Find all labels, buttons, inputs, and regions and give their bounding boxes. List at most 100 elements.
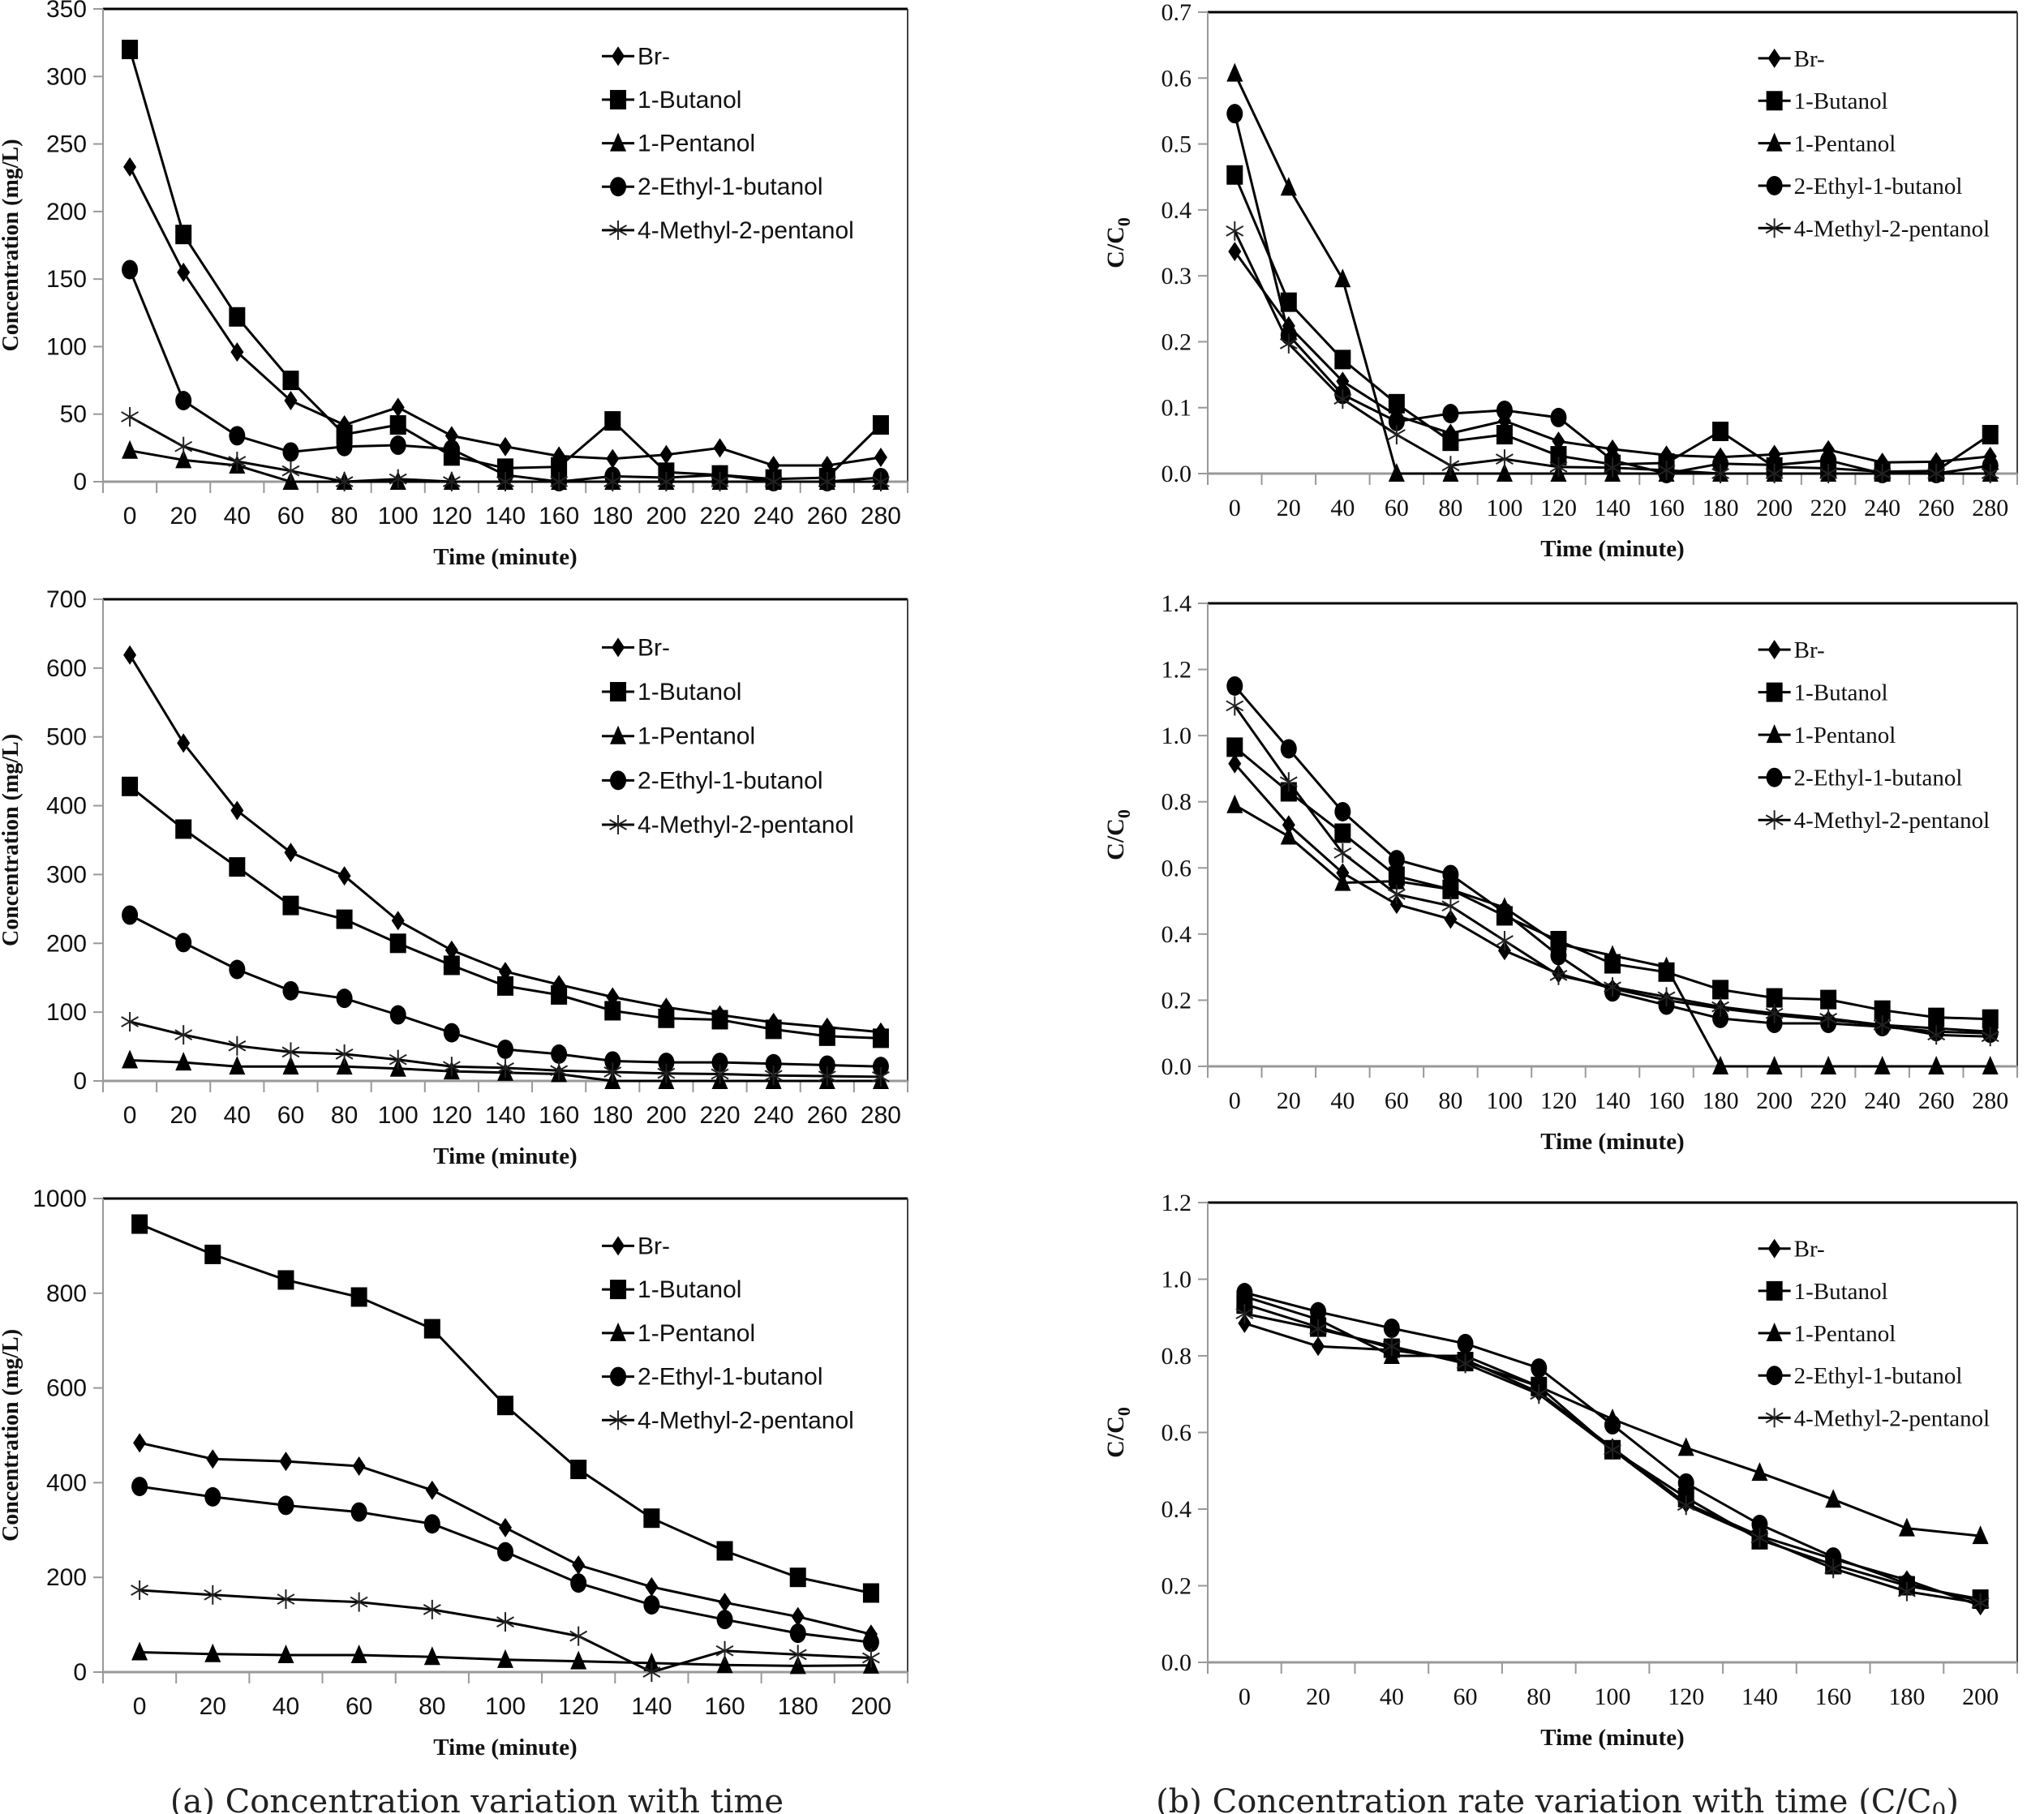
legend-marker	[610, 725, 627, 744]
data-point	[818, 472, 836, 491]
legend-item-br: Br-	[602, 43, 670, 70]
data-point	[789, 1567, 806, 1588]
y-tick-label: 1.0	[1162, 1267, 1192, 1293]
x-axis-label: Time (minute)	[1540, 1129, 1684, 1155]
data-point	[1897, 1581, 1916, 1602]
legend: Br- 1-Butanol 1-Pentanol 2-Ethyl-1-butanol 4…	[1758, 1237, 1990, 1431]
data-point	[282, 371, 299, 391]
y-tick-label: 250	[46, 131, 87, 158]
legend-item-4-methyl-2-pentanol: 4-Methyl-2-pentanol	[602, 812, 854, 838]
x-tick-label: 140	[1595, 495, 1631, 521]
data-point	[765, 1019, 782, 1040]
data-point	[1334, 823, 1351, 843]
data-point	[1820, 1056, 1837, 1074]
legend-label: 1-Pentanol	[1794, 131, 1896, 157]
legend-marker	[1766, 682, 1783, 702]
x-tick-label: 120	[558, 1693, 599, 1720]
legend-marker	[1766, 91, 1783, 111]
x-tick-label: 60	[1454, 1683, 1478, 1710]
data-point	[862, 1632, 879, 1653]
series-1-pentanol	[131, 1641, 879, 1675]
x-tick-label: 260	[807, 503, 848, 530]
x-axis-label: Time (minute)	[433, 544, 577, 570]
data-point	[442, 1057, 461, 1077]
legend-item-1-butanol: 1-Butanol	[602, 1276, 741, 1303]
data-point	[391, 397, 405, 418]
y-axis-label-text: Concentration (mg/L)	[0, 139, 24, 351]
legend-label: 4-Methyl-2-pentanol	[1794, 1405, 1990, 1431]
x-tick-label: 100	[378, 1102, 419, 1129]
x-tick-label: 120	[432, 503, 472, 530]
data-point	[1712, 421, 1729, 441]
y-axis-label: C/C0	[1102, 217, 1134, 268]
chart-b2: 0.0 0.2 0.4 0.6 0.8 1.0 1.2 1.4 0 20 40 60 80 100 120 1…	[1102, 590, 2018, 1155]
data-point	[1226, 221, 1244, 241]
x-tick-label: 180	[1703, 1087, 1739, 1114]
data-point	[1604, 977, 1621, 997]
data-point	[1442, 404, 1459, 424]
y-axis-label-subscript: 0	[1114, 1407, 1134, 1416]
legend-marker	[1766, 1366, 1783, 1386]
data-point	[872, 1028, 889, 1049]
legend-label: 2-Ethyl-1-butanol	[1794, 174, 1963, 199]
data-point	[658, 1053, 675, 1073]
legend-marker	[610, 132, 627, 152]
data-point	[230, 800, 244, 821]
legend-label: Br-	[638, 634, 670, 661]
data-point	[284, 843, 298, 863]
data-point	[1388, 411, 1405, 431]
series-2-ethyl-1-butanol	[122, 905, 889, 1077]
legend-marker	[612, 46, 625, 66]
data-point	[389, 415, 406, 435]
y-tick-label: 0.4	[1162, 921, 1192, 948]
y-axis-label-text: C/C	[1102, 1416, 1129, 1458]
legend-marker	[1765, 218, 1784, 238]
data-point	[123, 645, 137, 665]
y-axis-label: Concentration (mg/L)	[0, 1329, 24, 1542]
data-point	[1927, 1025, 1946, 1045]
x-tick-label: 280	[1972, 1087, 2008, 1114]
legend-marker	[610, 1280, 627, 1300]
data-point	[1388, 393, 1405, 414]
data-point	[550, 1061, 569, 1081]
data-point	[716, 1610, 733, 1630]
legend: Br- 1-Butanol 1-Pentanol 2-Ethyl-1-butanol 4…	[1758, 637, 1990, 834]
x-tick-label: 60	[1385, 1087, 1409, 1114]
x-tick-label: 140	[1741, 1683, 1778, 1710]
y-tick-label: 0.8	[1162, 789, 1192, 816]
legend-item-1-pentanol: 1-Pentanol	[1758, 1321, 1896, 1347]
x-tick-label: 160	[1815, 1683, 1852, 1710]
data-point	[658, 1008, 675, 1028]
data-point	[1441, 896, 1460, 916]
x-tick-label: 20	[200, 1693, 226, 1720]
data-point	[122, 440, 139, 459]
y-axis-label-subscript: 0	[1114, 809, 1134, 818]
series-br	[1238, 1313, 1987, 1616]
data-point	[1751, 1514, 1768, 1534]
data-point	[1280, 826, 1297, 845]
data-point	[1228, 753, 1242, 774]
data-point	[716, 1654, 733, 1674]
legend-marker	[1767, 640, 1781, 660]
data-point	[711, 472, 729, 491]
series-br	[133, 1433, 878, 1645]
series-2-ethyl-1-butanol	[1226, 104, 1999, 483]
x-tick-label: 40	[224, 1102, 251, 1129]
data-point	[1442, 864, 1459, 885]
data-point	[1279, 333, 1298, 354]
data-point	[1280, 292, 1297, 312]
data-point	[423, 1599, 441, 1619]
data-point	[1751, 1462, 1768, 1482]
data-point	[818, 1026, 835, 1046]
data-point	[603, 472, 622, 491]
data-point	[711, 1053, 728, 1073]
data-point	[1712, 1056, 1729, 1074]
data-point	[1750, 1528, 1769, 1548]
data-point	[1226, 696, 1244, 716]
y-tick-label: 1.4	[1162, 590, 1192, 617]
x-tick-label: 240	[754, 1102, 794, 1129]
y-tick-label: 0.1	[1162, 395, 1192, 422]
legend-label: 4-Methyl-2-pentanol	[638, 812, 854, 838]
data-point	[1657, 987, 1676, 1007]
caption-a: (a) Concentration variation with time	[170, 1783, 784, 1814]
